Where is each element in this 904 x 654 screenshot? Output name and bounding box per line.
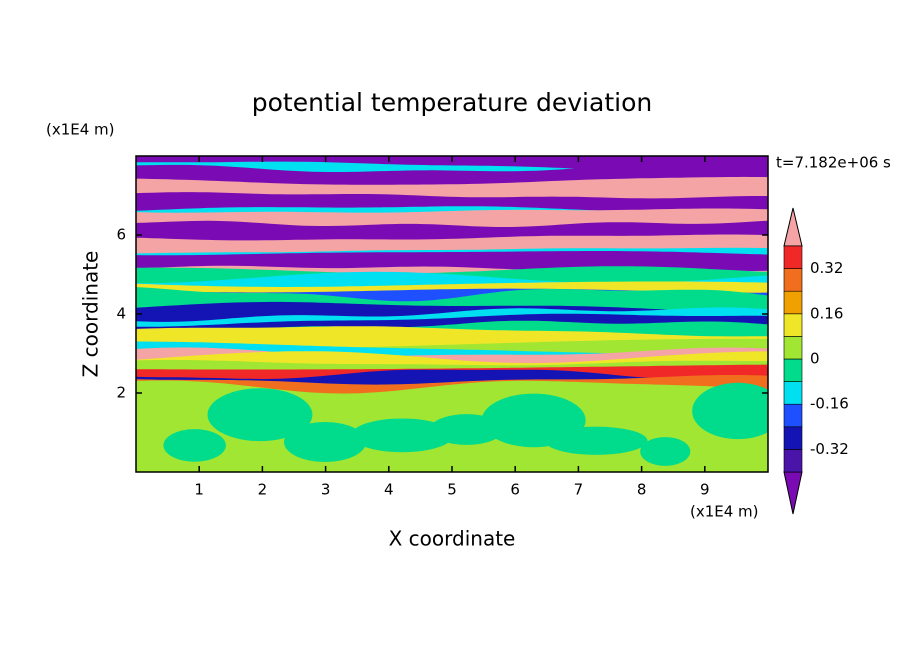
contour-blob bbox=[207, 388, 313, 442]
x-tick-label: 7 bbox=[574, 481, 584, 499]
y-tick-label: 4 bbox=[116, 305, 126, 323]
x-unit: (x1E4 m) bbox=[690, 503, 759, 521]
x-tick-label: 8 bbox=[637, 481, 647, 499]
x-tick-label: 5 bbox=[447, 481, 457, 499]
colorbar-label: 0.16 bbox=[810, 304, 843, 322]
chart-title: potential temperature deviation bbox=[252, 88, 652, 117]
y-unit: (x1E4 m) bbox=[46, 121, 115, 139]
x-tick-label: 2 bbox=[258, 481, 268, 499]
y-axis-label: Z coordinate bbox=[79, 251, 103, 378]
colorbar-label: -0.32 bbox=[810, 440, 849, 458]
contour-blob bbox=[350, 418, 454, 453]
colorbar-label: 0 bbox=[810, 350, 820, 368]
time-label: t=7.182e+06 s bbox=[776, 154, 891, 172]
contour-field bbox=[136, 156, 768, 472]
y-tick-label: 6 bbox=[116, 226, 126, 244]
colorbar-segment bbox=[783, 449, 803, 473]
colorbar-triangle bbox=[783, 471, 803, 515]
y-tick-label: 2 bbox=[116, 384, 126, 402]
colorbar-segment bbox=[783, 403, 803, 428]
colorbar-segment bbox=[783, 268, 803, 292]
contour-blob bbox=[640, 437, 691, 466]
colorbar-label: 0.32 bbox=[810, 259, 843, 277]
x-tick-label: 4 bbox=[384, 481, 394, 499]
colorbar-triangle bbox=[783, 207, 803, 247]
colorbar-segment bbox=[783, 426, 803, 450]
x-tick-label: 3 bbox=[321, 481, 331, 499]
colorbar-segment bbox=[783, 381, 803, 405]
contour-blob bbox=[283, 422, 367, 462]
colorbar-segment bbox=[783, 290, 803, 315]
x-tick-label: 1 bbox=[194, 481, 204, 499]
contour-blob bbox=[692, 382, 768, 440]
colorbar-segment bbox=[783, 336, 803, 360]
contour-blob bbox=[544, 426, 648, 455]
contour-blob bbox=[163, 429, 226, 462]
x-tick-label: 9 bbox=[700, 481, 710, 499]
colorbar-segment bbox=[783, 313, 803, 337]
x-tick-label: 6 bbox=[510, 481, 520, 499]
x-axis-label: X coordinate bbox=[389, 527, 516, 551]
colorbar-label: -0.16 bbox=[810, 395, 849, 413]
colorbar-segment bbox=[783, 358, 803, 382]
colorbar-segment bbox=[783, 245, 803, 269]
